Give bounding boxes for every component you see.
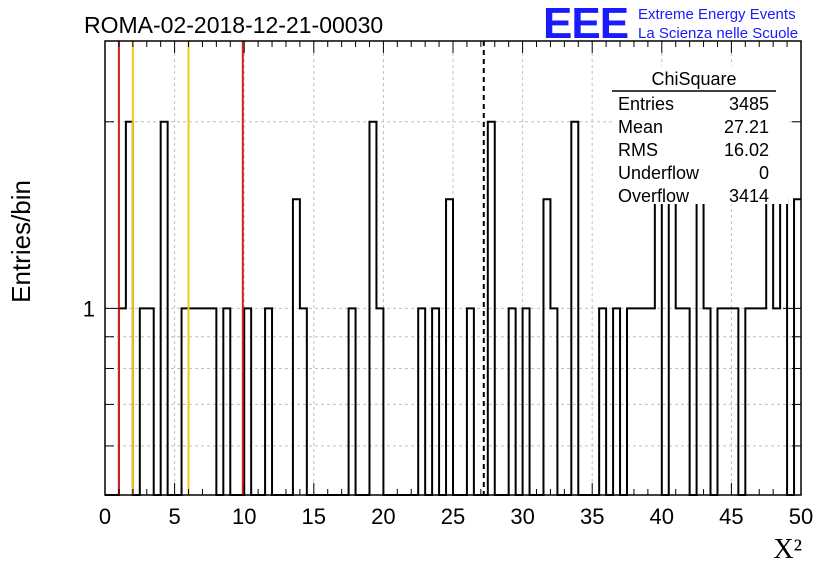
y-tick-label: 1 — [83, 296, 95, 321]
stats-value: 27.21 — [724, 117, 769, 137]
x-tick-label: 45 — [719, 504, 743, 529]
x-tick-label: 30 — [510, 504, 534, 529]
x-tick-label: 35 — [580, 504, 604, 529]
stats-label: RMS — [618, 140, 658, 160]
histogram-outline — [105, 120, 801, 496]
x-tick-label: 50 — [789, 504, 813, 529]
stats-label: Mean — [618, 117, 663, 137]
x-tick-label: 10 — [232, 504, 256, 529]
x-tick-label: 25 — [441, 504, 465, 529]
stats-label: Overflow — [618, 186, 690, 206]
stats-box — [612, 66, 788, 204]
logo-line-1: Extreme Energy Events — [638, 6, 796, 23]
chart-title: ROMA-02-2018-12-21-00030 — [84, 12, 384, 38]
x-axis-label: X² — [773, 534, 802, 565]
x-tick-label: 20 — [371, 504, 395, 529]
stats-value: 3414 — [729, 186, 769, 206]
y-axis-label: Entries/bin — [6, 180, 36, 303]
x-tick-label: 40 — [650, 504, 674, 529]
x-tick-label: 15 — [302, 504, 326, 529]
stats-title: ChiSquare — [651, 69, 736, 89]
stats-value: 3485 — [729, 94, 769, 114]
logo-line-2: La Scienza nelle Scuole — [638, 25, 799, 42]
stats-value: 0 — [759, 163, 769, 183]
stats-value: 16.02 — [724, 140, 769, 160]
x-tick-label: 5 — [168, 504, 180, 529]
stats-label: Underflow — [618, 163, 700, 183]
eee-logo: EEE — [543, 0, 629, 48]
x-tick-label: 0 — [99, 504, 111, 529]
stats-label: Entries — [618, 94, 674, 114]
